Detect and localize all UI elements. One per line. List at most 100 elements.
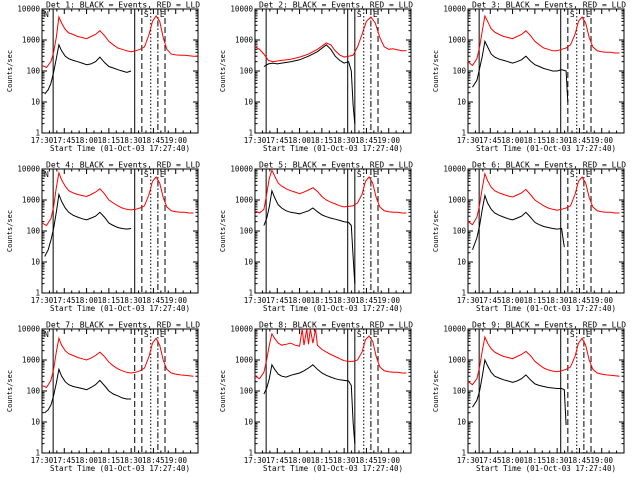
series-group xyxy=(255,169,407,284)
y-tick-label: 100 xyxy=(26,67,40,76)
x-tick-label: 18:30 xyxy=(333,456,356,465)
x-tick-label: 17:45 xyxy=(53,296,76,305)
x-tick-label: 18:00 xyxy=(501,296,524,305)
chart-title: Det 9: BLACK = Events, RED = LLD xyxy=(472,321,626,330)
x-tick-label: 18:45 xyxy=(142,136,165,145)
events-series-line xyxy=(263,188,356,284)
x-tick-label: 19:00 xyxy=(590,136,613,145)
x-axis-label: Start Time (01-Oct-03 17:27:40) xyxy=(263,464,403,473)
marker-label: S xyxy=(357,10,362,19)
marker-label: E xyxy=(373,10,378,19)
y-tick-label: 10 xyxy=(244,258,254,267)
marker-label: N xyxy=(44,330,49,339)
y-axis-label: Counts/sec xyxy=(432,50,440,92)
events-series-line xyxy=(263,44,356,124)
events-series-line xyxy=(44,367,132,414)
y-tick-label: 1000 xyxy=(22,356,41,365)
y-tick-label: 10000 xyxy=(17,165,40,174)
lld-series-line xyxy=(468,335,620,386)
x-tick-label: 18:15 xyxy=(311,296,334,305)
plot-frame xyxy=(254,168,412,294)
lld-series-line xyxy=(255,16,407,63)
series-group xyxy=(42,171,194,257)
chart-title: Det 4: BLACK = Events, RED = LLD xyxy=(46,161,200,170)
x-tick-label: 18:45 xyxy=(568,136,591,145)
lld-series-line xyxy=(42,14,198,69)
x-tick-label: 18:30 xyxy=(120,296,143,305)
x-tick-label: 17:45 xyxy=(266,296,289,305)
detector-panel-5: Det 5: BLACK = Events, RED = LLD 1 10 100 10… xyxy=(219,161,413,314)
x-tick-label: 19:00 xyxy=(590,456,613,465)
y-tick-label: 1000 xyxy=(235,196,254,205)
x-axis-label: Start Time (01-Oct-03 17:27:40) xyxy=(50,464,190,473)
y-tick-label: 1 xyxy=(461,289,466,298)
y-tick-label: 10 xyxy=(31,258,41,267)
y-tick-label: 100 xyxy=(26,387,40,396)
y-axis-label: Counts/sec xyxy=(219,210,227,252)
y-axis-label: Counts/sec xyxy=(219,50,227,92)
detector-panel-3: Det 3: BLACK = Events, RED = LLD 1 10 100 10… xyxy=(432,1,626,154)
lld-series-line xyxy=(42,171,194,227)
x-tick-label: 17:45 xyxy=(53,456,76,465)
x-tick-label: 18:00 xyxy=(75,136,98,145)
y-axis-label: Counts/sec xyxy=(432,210,440,252)
x-tick-label: 17:30 xyxy=(457,296,480,305)
plot-frame xyxy=(41,328,199,454)
x-tick-label: 17:30 xyxy=(244,136,267,145)
y-axis-label: Counts/sec xyxy=(219,370,227,412)
series-group xyxy=(42,14,198,95)
chart-title: Det 2: BLACK = Events, RED = LLD xyxy=(259,1,413,10)
x-tick-label: 17:30 xyxy=(31,136,54,145)
plot-frame xyxy=(41,168,199,294)
y-tick-label: 1000 xyxy=(235,36,254,45)
y-axis-label: Counts/sec xyxy=(432,370,440,412)
marker-label: S xyxy=(144,330,149,339)
y-axis-label: Counts/sec xyxy=(6,50,14,92)
x-tick-label: 18:30 xyxy=(333,136,356,145)
x-axis-label: Start Time (01-Oct-03 17:27:40) xyxy=(263,304,403,313)
x-tick-label: 18:45 xyxy=(568,296,591,305)
x-tick-label: 18:00 xyxy=(75,296,98,305)
x-tick-label: 18:45 xyxy=(355,456,378,465)
x-tick-label: 18:45 xyxy=(142,296,165,305)
detector-panel-9: Det 9: BLACK = Events, RED = LLD 1 10 100 10… xyxy=(432,321,626,474)
plot-frame xyxy=(254,8,412,134)
y-tick-label: 1 xyxy=(461,449,466,458)
x-tick-label: 18:15 xyxy=(98,296,121,305)
marker-label: E xyxy=(160,330,165,339)
x-tick-label: 17:30 xyxy=(244,296,267,305)
marker-label: S xyxy=(570,330,575,339)
events-series-line xyxy=(472,193,565,250)
detector-panel-8: Det 8: BLACK = Events, RED = LLD 1 10 100 10… xyxy=(219,321,413,474)
x-axis-label: Start Time (01-Oct-03 17:27:40) xyxy=(50,304,190,313)
x-tick-label: 18:45 xyxy=(355,296,378,305)
marker-label: E xyxy=(586,330,591,339)
x-tick-label: 18:00 xyxy=(288,456,311,465)
x-tick-label: 17:45 xyxy=(479,296,502,305)
series-group xyxy=(255,16,407,124)
y-axis-label: Counts/sec xyxy=(6,210,14,252)
x-tick-label: 19:00 xyxy=(590,296,613,305)
x-tick-label: 18:45 xyxy=(355,136,378,145)
plot-frame xyxy=(254,328,412,454)
y-tick-label: 10000 xyxy=(17,5,40,14)
x-tick-label: 18:15 xyxy=(98,456,121,465)
lld-series-line xyxy=(42,336,194,389)
y-tick-label: 100 xyxy=(239,387,253,396)
y-tick-label: 1 xyxy=(35,289,40,298)
x-axis-label: Start Time (01-Oct-03 17:27:40) xyxy=(263,144,403,153)
y-tick-label: 100 xyxy=(452,387,466,396)
y-tick-label: 1000 xyxy=(448,196,467,205)
marker-label: S xyxy=(570,10,575,19)
y-tick-label: 10 xyxy=(457,418,467,427)
x-tick-label: 19:00 xyxy=(164,136,187,145)
x-tick-label: 18:30 xyxy=(546,296,569,305)
y-tick-label: 10000 xyxy=(230,165,253,174)
y-tick-label: 1000 xyxy=(235,356,254,365)
lld-series-line xyxy=(468,171,620,226)
x-tick-label: 18:30 xyxy=(546,136,569,145)
chart-title: Det 8: BLACK = Events, RED = LLD xyxy=(259,321,413,330)
marker-label: E xyxy=(160,10,165,19)
plot-frame xyxy=(467,8,625,134)
chart-title: Det 6: BLACK = Events, RED = LLD xyxy=(472,161,626,170)
